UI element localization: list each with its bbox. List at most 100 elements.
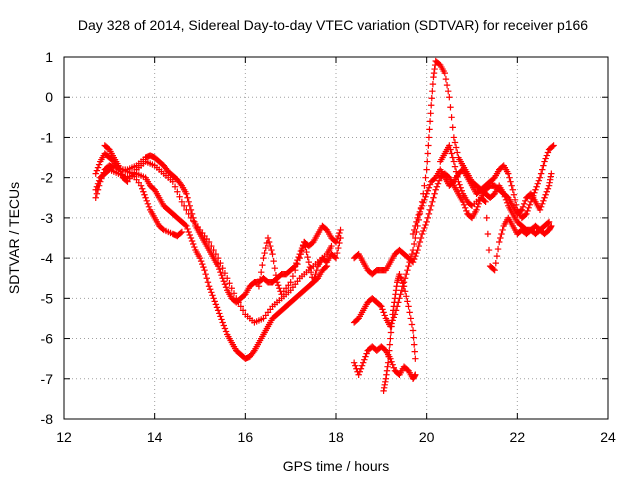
data-point — [357, 365, 365, 372]
data-point — [302, 243, 309, 251]
data-point — [426, 126, 433, 133]
x-tick-label: 24 — [600, 429, 616, 445]
data-point — [454, 149, 461, 156]
data-point — [270, 257, 277, 265]
data-point — [239, 307, 247, 314]
data-point — [415, 242, 422, 250]
x-tick-label: 18 — [328, 429, 344, 445]
data-point — [235, 299, 242, 306]
data-point — [404, 298, 411, 305]
chart-title: Day 328 of 2014, Sidereal Day-to-day VTE… — [78, 17, 588, 33]
data-point — [548, 222, 555, 230]
data-point — [209, 292, 216, 299]
data-point — [403, 271, 410, 278]
data-point — [201, 266, 208, 274]
y-tick-label: -1 — [41, 129, 54, 145]
data-point — [216, 310, 223, 317]
data-point — [275, 282, 282, 289]
data-point — [272, 272, 280, 279]
data-point — [171, 183, 179, 190]
data-point — [429, 87, 436, 95]
data-point — [388, 358, 395, 365]
data-point — [358, 362, 366, 369]
data-point — [388, 317, 396, 324]
data-point — [400, 283, 408, 290]
data-point — [408, 321, 416, 328]
data-point — [213, 304, 221, 311]
y-tick-label: 1 — [45, 49, 53, 65]
data-point — [183, 206, 190, 214]
data-point — [427, 110, 434, 117]
data-point — [424, 158, 431, 165]
data-point — [408, 250, 416, 258]
data-point — [389, 361, 396, 368]
data-point — [356, 368, 363, 375]
data-point — [446, 94, 453, 101]
data-point — [502, 196, 510, 203]
data-point — [255, 283, 263, 290]
data-point — [140, 188, 147, 195]
data-point — [549, 143, 556, 150]
data-point — [217, 313, 224, 320]
data-point — [290, 263, 298, 271]
data-point — [92, 170, 99, 177]
data-point — [387, 329, 395, 336]
data-point — [509, 186, 516, 193]
data-point — [425, 210, 433, 218]
data-point — [298, 246, 306, 254]
y-axis-label: SDTVAR / TECUs — [6, 182, 22, 294]
data-point — [211, 298, 218, 305]
data-point — [405, 303, 412, 310]
data-point — [541, 194, 548, 201]
data-point — [305, 258, 312, 266]
data-point — [409, 230, 417, 238]
data-point — [452, 144, 460, 151]
data-point — [93, 190, 101, 197]
data-point — [545, 218, 553, 226]
data-point — [310, 279, 317, 286]
data-point — [406, 309, 413, 316]
data-point — [450, 158, 458, 165]
data-point — [261, 249, 268, 257]
data-point — [542, 191, 549, 198]
series-trace-j — [409, 142, 557, 238]
data-point — [497, 234, 504, 242]
data-point — [378, 303, 385, 310]
series-trace-d — [101, 142, 335, 326]
data-point — [484, 230, 492, 238]
data-point — [289, 273, 297, 280]
data-point — [540, 197, 547, 204]
data-point — [116, 165, 123, 172]
data-point — [258, 268, 265, 276]
data-point — [543, 152, 550, 159]
data-point — [463, 207, 470, 215]
data-point — [335, 244, 342, 252]
data-point — [297, 250, 305, 258]
data-point — [398, 277, 405, 284]
data-point — [403, 293, 410, 300]
data-point — [190, 240, 197, 248]
data-point — [328, 242, 335, 250]
y-tick-label: -4 — [41, 250, 54, 266]
data-point — [539, 166, 546, 173]
data-point — [332, 238, 340, 246]
data-point — [531, 189, 538, 196]
data-point — [191, 243, 198, 251]
data-point — [425, 134, 433, 141]
data-point — [412, 222, 419, 230]
data-point — [92, 194, 99, 201]
data-point — [536, 174, 544, 181]
data-point — [94, 164, 102, 171]
data-point — [118, 171, 125, 178]
data-point — [221, 325, 229, 332]
data-point — [485, 246, 493, 254]
data-point — [401, 275, 409, 282]
data-point — [430, 194, 437, 201]
data-point — [233, 295, 240, 302]
data-point — [474, 203, 481, 211]
series-trace-c — [92, 162, 186, 240]
data-point — [169, 178, 176, 185]
x-tick-label: 14 — [147, 429, 163, 445]
data-point — [530, 192, 537, 199]
